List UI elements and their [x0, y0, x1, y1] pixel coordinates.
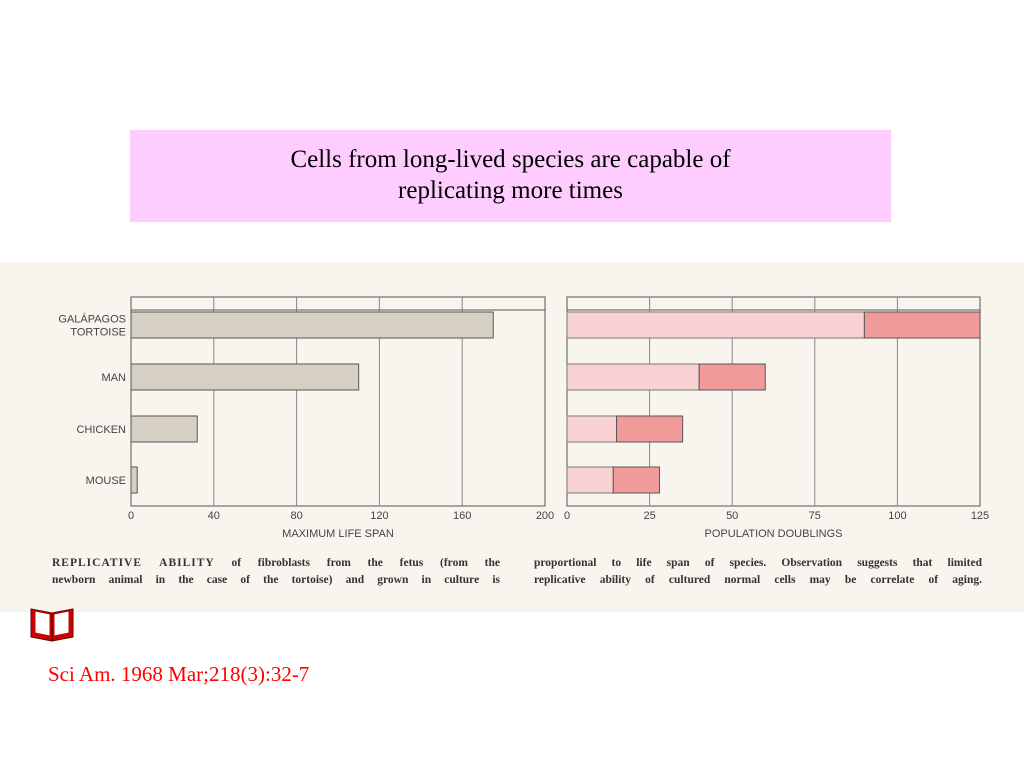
bar-low-segment [566, 363, 700, 391]
caption-right-text-1: proportional to life span of species. Ob… [534, 557, 982, 569]
open-book-icon[interactable] [28, 603, 76, 643]
bar-low-segment [566, 415, 618, 443]
slide-title-line-2: replicating more times [398, 177, 623, 204]
title-box: Cells from long-lived species are capabl… [130, 130, 891, 222]
bar-range-segment [616, 415, 684, 443]
bar-range-segment [863, 311, 981, 339]
caption-left-text-2: newborn animal in the case of the tortoi… [52, 574, 500, 586]
x-tick-label: 200 [536, 510, 554, 522]
bar-low-segment [566, 311, 865, 339]
bar [130, 363, 360, 391]
caption-right-text-2: replicative ability of cultured normal c… [534, 574, 982, 586]
x-tick-label: 120 [370, 510, 388, 522]
x-tick-label: 25 [643, 510, 655, 522]
x-tick-label: 125 [971, 510, 989, 522]
category-label: TORTOISE [70, 327, 126, 339]
plot-frame [566, 296, 981, 507]
bar-range-segment [698, 363, 766, 391]
category-label: MAN [102, 372, 127, 384]
bar-range-segment [612, 466, 661, 494]
citation: Sci Am. 1968 Mar;218(3):32-7 [48, 662, 310, 686]
x-tick-label: 80 [290, 510, 302, 522]
category-label: GALÁPAGOS [58, 313, 126, 326]
bar [130, 311, 494, 339]
caption-left-text-1: of fibroblasts from the fetus (from the [214, 557, 500, 569]
life-span-chart: 0 40 80 120 160 200 MAXIMUM LIFE SPAN GALÁPAGOS… [58, 296, 554, 540]
bar [130, 415, 198, 443]
x-tick-label: 0 [128, 510, 134, 522]
x-axis-label: MAXIMUM LIFE SPAN [282, 528, 394, 540]
bar-low-segment [566, 466, 614, 494]
x-tick-label: 160 [453, 510, 471, 522]
bar [130, 466, 138, 494]
category-label: MOUSE [86, 475, 126, 487]
caption-right: proportional to life span of species. Ob… [534, 555, 982, 589]
x-tick-label: 0 [564, 510, 570, 522]
x-axis-label: POPULATION DOUBLINGS [705, 528, 843, 540]
x-tick-label: 40 [208, 510, 220, 522]
x-tick-label: 50 [726, 510, 738, 522]
population-doublings-chart: 0 25 50 75 100 125 POPULATION DOUBLINGS [564, 296, 989, 540]
category-label: CHICKEN [76, 424, 126, 436]
slide-title-line-1: Cells from long-lived species are capabl… [290, 146, 731, 173]
caption-left: REPLICATIVE ABILITY of fibroblasts from … [52, 555, 500, 589]
x-tick-label: 75 [809, 510, 821, 522]
x-tick-label: 100 [888, 510, 906, 522]
caption-lead: REPLICATIVE ABILITY [52, 557, 215, 569]
plot-frame [130, 296, 546, 507]
